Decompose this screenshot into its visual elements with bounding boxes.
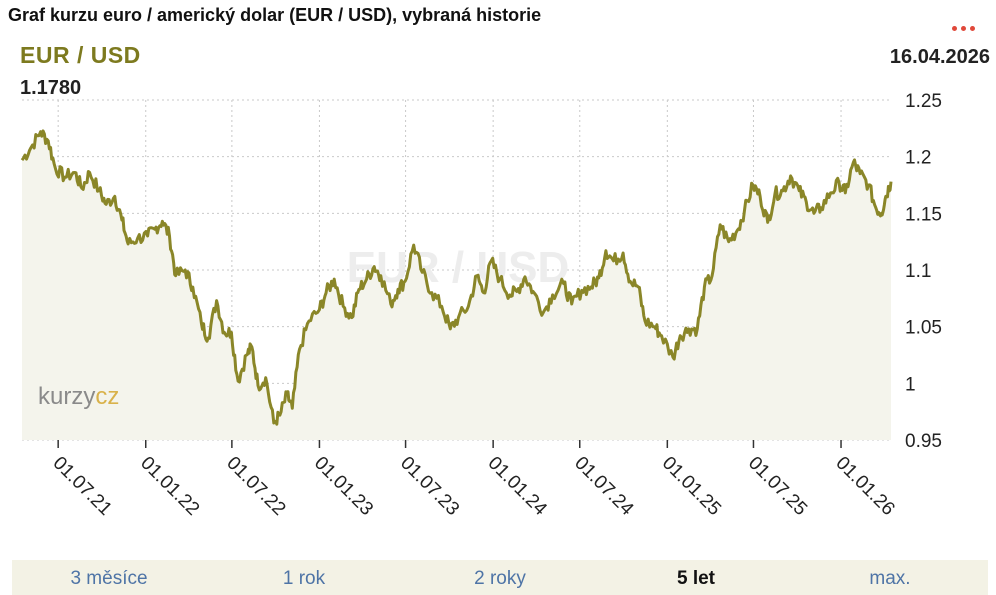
x-axis: 01.07.21 01.01.22 01.07.22 01.01.23 01.07.23… bbox=[49, 440, 899, 520]
tab-5-years[interactable]: 5 let bbox=[676, 568, 716, 589]
logo-text-cz: cz bbox=[95, 383, 119, 410]
y-tick-label: 1.1 bbox=[905, 261, 931, 282]
chart-area-fill bbox=[22, 130, 891, 440]
more-options-icon[interactable] bbox=[952, 26, 984, 34]
logo-text: kurzy bbox=[38, 383, 95, 410]
chart-title: Graf kurzu euro / americký dolar (EUR / … bbox=[8, 5, 542, 25]
current-value: 1.1780 bbox=[20, 77, 82, 99]
x-tick-label: 01.01.23 bbox=[310, 453, 377, 520]
x-tick-label: 01.07.25 bbox=[744, 453, 811, 520]
y-tick-label: 1.25 bbox=[905, 91, 942, 112]
tab-1-year[interactable]: 1 rok bbox=[282, 568, 326, 589]
y-tick-label: 1 bbox=[905, 374, 916, 395]
y-axis: 0.95 1 1.05 1.1 1.15 1.2 1.25 bbox=[905, 91, 942, 452]
x-tick-label: 01.07.24 bbox=[570, 453, 637, 520]
tab-2-years[interactable]: 2 roky bbox=[474, 568, 526, 589]
x-tick-label: 01.01.25 bbox=[658, 453, 725, 520]
x-tick-label: 01.07.22 bbox=[222, 453, 289, 520]
x-tick-label: 01.01.24 bbox=[484, 453, 551, 520]
x-tick-label: 01.07.21 bbox=[49, 453, 116, 520]
date-label: 16.04.2026 bbox=[889, 46, 990, 68]
series-line bbox=[20, 129, 893, 426]
x-tick-label: 01.01.22 bbox=[136, 453, 203, 520]
x-tick-label: 01.07.23 bbox=[396, 453, 463, 520]
y-tick-label: 0.95 bbox=[905, 431, 942, 452]
y-tick-label: 1.15 bbox=[905, 204, 942, 225]
y-tick-label: 1.05 bbox=[905, 318, 942, 339]
kurzy-logo: kurzycz bbox=[38, 383, 119, 410]
svg-text:kurzycz: kurzycz bbox=[38, 383, 119, 410]
tab-3-months[interactable]: 3 měsíce bbox=[70, 568, 148, 589]
tab-max[interactable]: max. bbox=[869, 568, 911, 589]
currency-pair-label: EUR / USD bbox=[20, 42, 141, 68]
period-tabs: 3 měsíce 1 rok 2 roky 5 let max. bbox=[12, 560, 988, 595]
y-tick-label: 1.2 bbox=[905, 148, 931, 169]
x-tick-label: 01.01.26 bbox=[831, 453, 898, 520]
